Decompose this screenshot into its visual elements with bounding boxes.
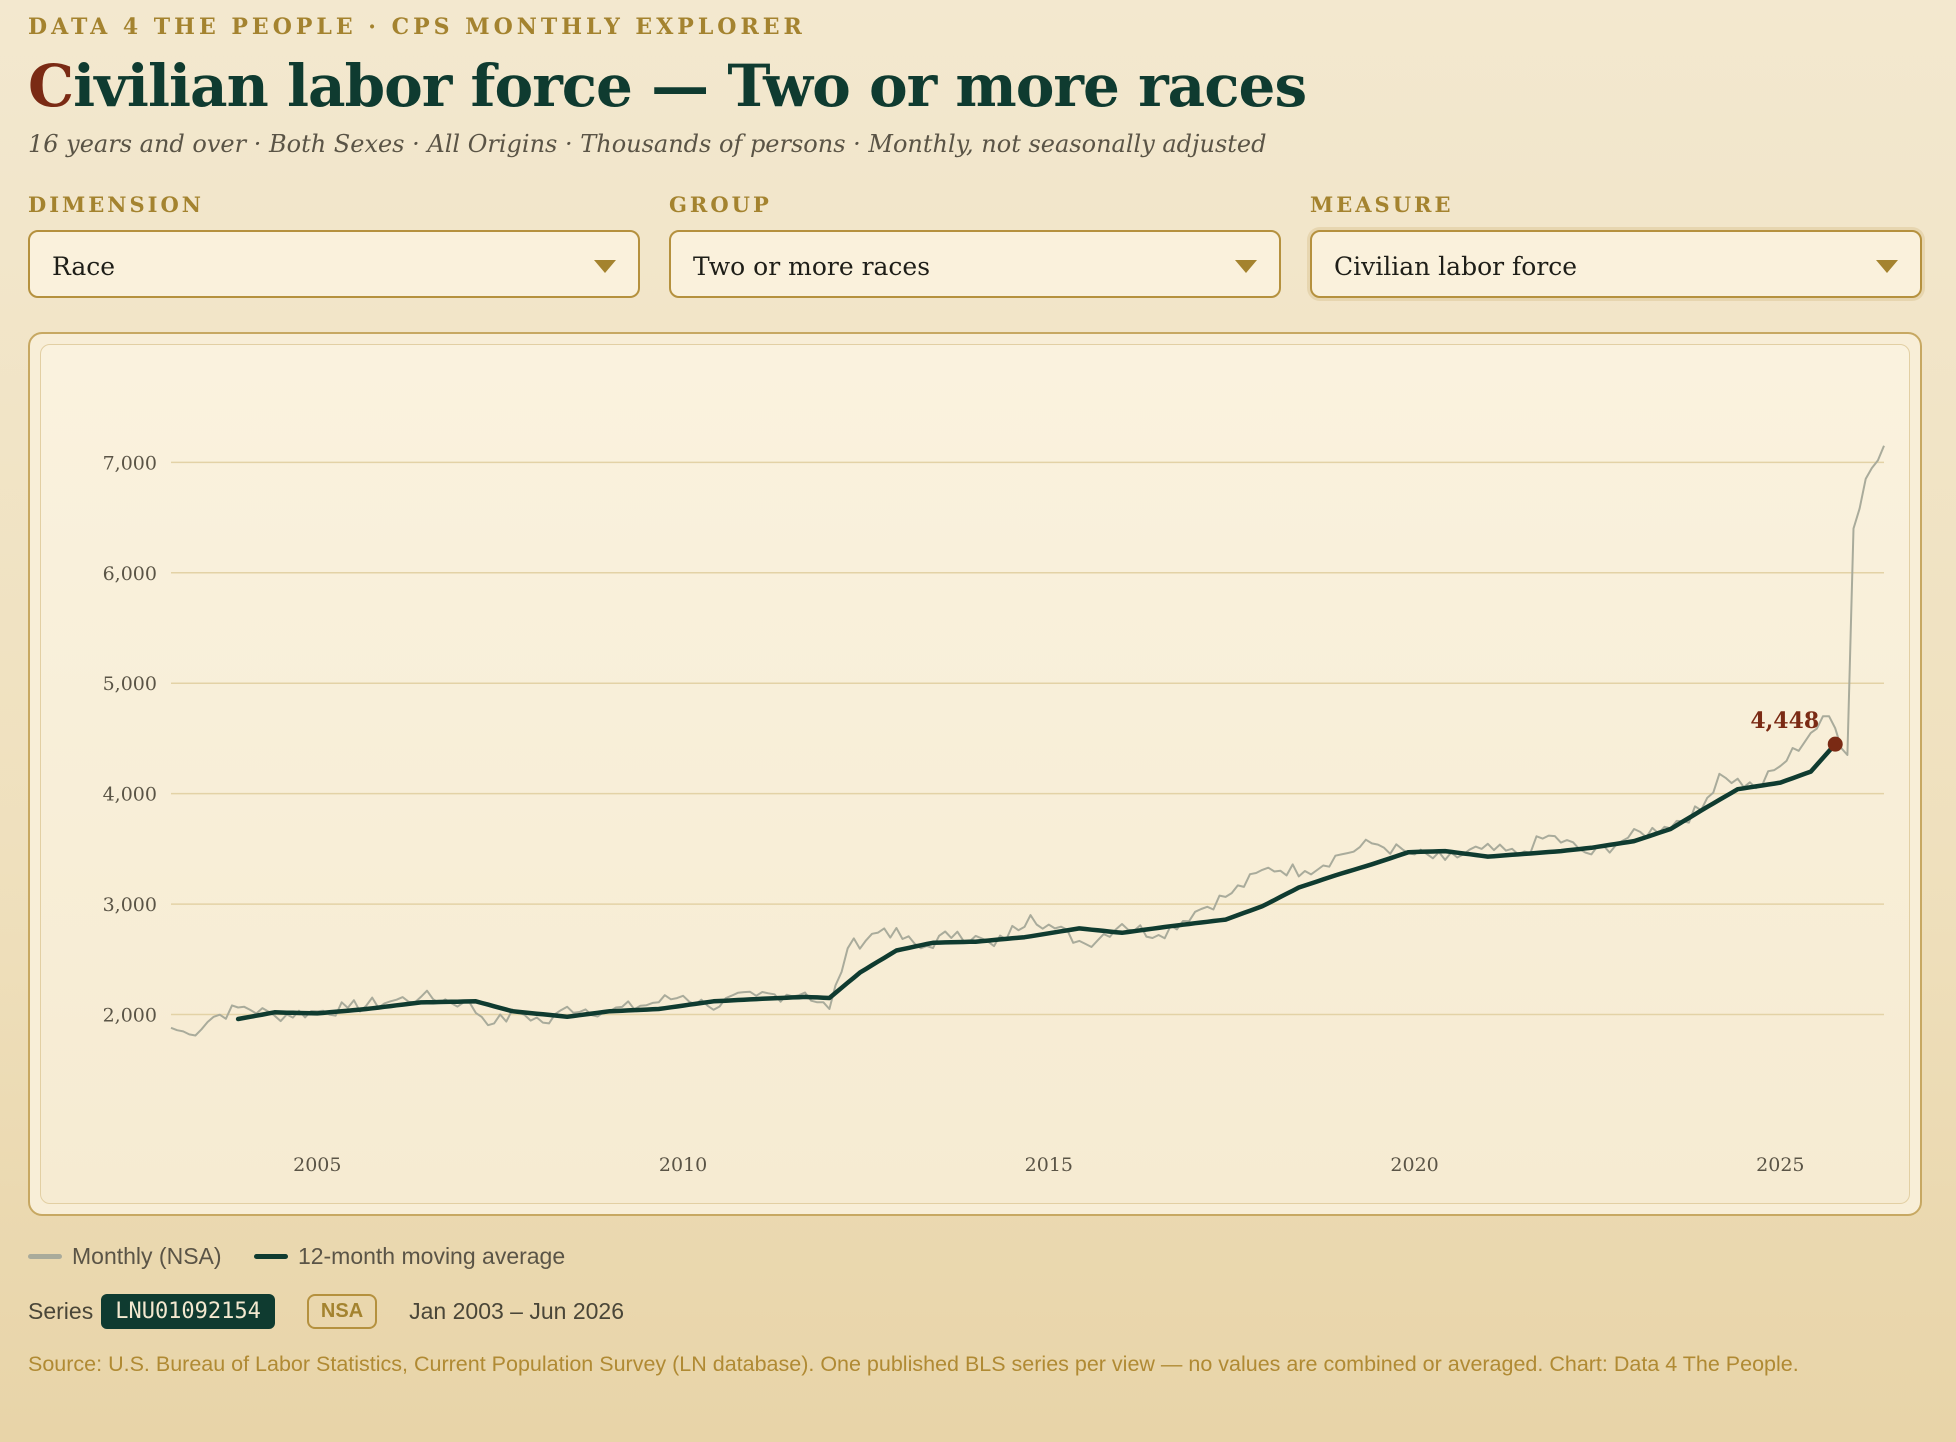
y-tick-label: 6,000 — [103, 563, 157, 585]
legend-label-moving-average: 12-month moving average — [297, 1243, 566, 1269]
nsa-badge: NSA — [306, 1294, 378, 1329]
x-tick-label: 2005 — [293, 1154, 341, 1176]
measure-label: MEASURE — [1310, 192, 1454, 217]
chart-frame: 2,000 3,000 4,000 5,000 6,000 7,000 2005 2010 20… — [28, 332, 1922, 1216]
series-line-monthly — [170, 445, 1885, 1037]
chevron-down-icon — [594, 260, 616, 273]
legend-swatch-monthly — [28, 1254, 62, 1259]
series-meta: Series LNU01092154 NSA Jan 2003 – Jun 20… — [28, 1294, 624, 1329]
y-tick-label: 7,000 — [103, 452, 157, 474]
legend-item-monthly[interactable]: Monthly (NSA) — [28, 1243, 222, 1270]
y-tick-label: 3,000 — [103, 894, 157, 916]
page-title: Civilian labor force — Two or more races — [28, 52, 1307, 120]
group-value: Two or more races — [693, 252, 931, 281]
chevron-down-icon — [1235, 260, 1257, 273]
dimension-value: Race — [52, 252, 116, 281]
chevron-down-icon — [1876, 260, 1898, 273]
measure-control: MEASURE Civilian labor force — [1310, 192, 1922, 298]
latest-value-point — [1827, 736, 1843, 752]
source-note: Source: U.S. Bureau of Labor Statistics,… — [28, 1352, 1799, 1376]
series-label: Series — [28, 1298, 94, 1324]
dimension-select[interactable]: Race — [28, 230, 640, 298]
group-control: GROUP Two or more races — [669, 192, 1281, 298]
legend-label-monthly: Monthly (NSA) — [72, 1243, 222, 1269]
chart-panel: 2,000 3,000 4,000 5,000 6,000 7,000 2005 2010 20… — [40, 344, 1910, 1204]
dimension-control: DIMENSION Race — [28, 192, 640, 298]
x-tick-label: 2015 — [1025, 1154, 1073, 1176]
legend-swatch-moving-average — [253, 1254, 288, 1259]
y-tick-label: 5,000 — [103, 673, 157, 695]
dimension-label: DIMENSION — [28, 192, 204, 217]
measure-select[interactable]: Civilian labor force — [1310, 230, 1922, 298]
page-subtitle: 16 years and over · Both Sexes · All Ori… — [28, 130, 1267, 158]
latest-value-label: 4,448 — [1750, 708, 1819, 734]
x-tick-label: 2010 — [659, 1154, 707, 1176]
title-text: ivilian labor force — Two or more races — [73, 52, 1307, 120]
series-id-badge: LNU01092154 — [101, 1294, 275, 1329]
y-tick-label: 4,000 — [103, 784, 157, 806]
y-tick-label: 2,000 — [103, 1005, 157, 1027]
group-select[interactable]: Two or more races — [669, 230, 1281, 298]
measure-value: Civilian labor force — [1334, 252, 1578, 281]
group-label: GROUP — [669, 192, 772, 217]
series-line-moving-average — [235, 741, 1838, 1022]
legend: Monthly (NSA) 12-month moving average — [28, 1238, 591, 1270]
date-range: Jan 2003 – Jun 2026 — [409, 1298, 624, 1324]
legend-item-moving-average[interactable]: 12-month moving average — [253, 1243, 566, 1270]
x-tick-label: 2020 — [1390, 1154, 1438, 1176]
title-initial: C — [28, 52, 74, 120]
kicker: DATA 4 THE PEOPLE · CPS MONTHLY EXPLORER — [28, 14, 806, 40]
x-tick-label: 2025 — [1756, 1154, 1804, 1176]
line-chart[interactable]: 2,000 3,000 4,000 5,000 6,000 7,000 2005 2010 20… — [41, 345, 1911, 1205]
